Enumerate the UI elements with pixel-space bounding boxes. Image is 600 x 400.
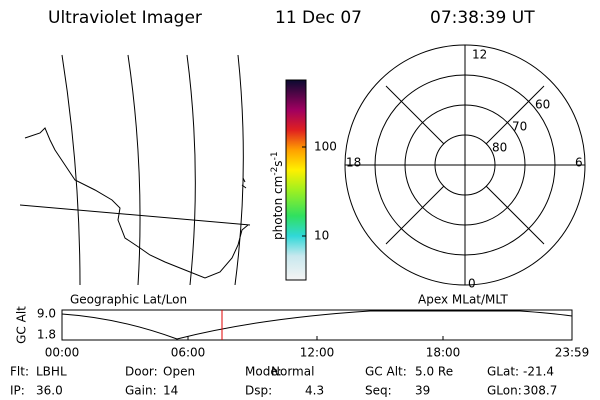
mlt-label: 0: [468, 277, 476, 291]
altitude-ytick: 1.8: [37, 328, 56, 342]
field-value: 39: [415, 384, 430, 398]
altitude-xticks: 00:00 06:00 12:00 18:00 23:59: [45, 336, 590, 360]
altitude-plot: [61, 309, 573, 341]
mlt-label: 6: [575, 156, 583, 170]
lat-label: 70: [512, 120, 527, 134]
field-value: 5.0 Re: [415, 365, 453, 379]
map: [20, 54, 251, 285]
altitude-xtick-label: 00:00: [45, 346, 80, 360]
field-label: Seq:: [365, 384, 392, 398]
field-value: 36.0: [36, 384, 63, 398]
field-label: GLat:: [487, 365, 519, 379]
colorbar-tick-label: 100: [314, 140, 337, 154]
colorbar-label: photon cm-2s-1: [270, 151, 285, 240]
altitude-ylabel: GC Alt: [15, 306, 29, 344]
colorbar: [285, 79, 307, 281]
field-value: -21.4: [523, 365, 554, 379]
altitude-curve: [61, 310, 573, 340]
altitude-ytick: 9.0: [37, 307, 56, 321]
date: 11 Dec 07: [275, 8, 362, 28]
field-label: IP:: [10, 384, 25, 398]
field-label: Gain:: [125, 384, 157, 398]
altitude-xtick-label: 18:00: [426, 346, 461, 360]
field-label: Door:: [125, 365, 158, 379]
field-value: 4.3: [305, 384, 324, 398]
polar-caption: Apex MLat/MLT: [418, 293, 508, 307]
title: Ultraviolet Imager: [48, 8, 202, 28]
altitude-xtick-label: 23:59: [555, 346, 590, 360]
colorbar-tick-label: 10: [314, 229, 329, 243]
field-label: GC Alt:: [365, 365, 407, 379]
field-value: Normal: [271, 365, 314, 379]
field-value: 14: [163, 384, 178, 398]
field-value: LBHL: [36, 365, 67, 379]
mlt-label: 18: [346, 156, 361, 170]
mlt-label: 12: [472, 48, 487, 62]
field-value: Open: [163, 365, 195, 379]
field-label: Mode:: [245, 365, 282, 379]
altitude-xtick-label: 12:00: [300, 346, 335, 360]
polar-grid: [344, 44, 586, 286]
altitude-xtick-label: 06:00: [171, 346, 206, 360]
field-label: Dsp:: [245, 384, 272, 398]
time: 07:38:39 UT: [430, 8, 535, 28]
field-label: Flt:: [10, 365, 29, 379]
field-value: 308.7: [523, 384, 557, 398]
lat-label: 80: [492, 141, 507, 155]
lat-label: 60: [535, 98, 550, 112]
field-label: GLon:: [487, 384, 522, 398]
footer: Flt: LBHL Door: Open Mode:Normal GC Alt: 5.0 R…: [10, 365, 557, 398]
map-caption: Geographic Lat/Lon: [70, 293, 187, 307]
